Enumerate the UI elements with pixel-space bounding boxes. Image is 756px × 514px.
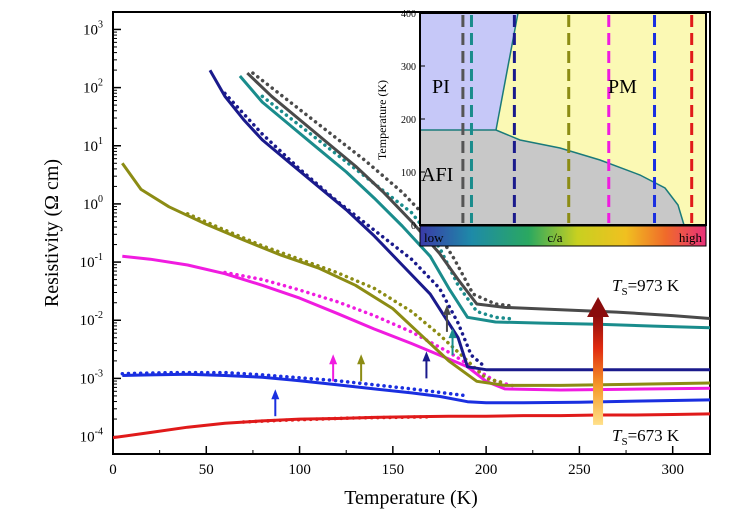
y-tick-label: 100 bbox=[83, 194, 103, 213]
curves bbox=[113, 69, 710, 440]
x-tick-label: 150 bbox=[382, 462, 405, 478]
x-tick-label: 200 bbox=[475, 462, 498, 478]
colorbar-high-label: high bbox=[679, 230, 703, 245]
transition-arrow-head bbox=[357, 354, 366, 365]
series-gray-dotted bbox=[251, 71, 516, 309]
y-ticks: 103 102 101 100 10-1 10-2 10-3 10-4 bbox=[80, 19, 121, 446]
ts-top-label: TS=973 K bbox=[612, 276, 680, 298]
transition-arrow-head bbox=[329, 354, 338, 365]
inset-afi-region bbox=[420, 130, 684, 225]
inset-y-ticks: 0 100 200 300 400 bbox=[401, 9, 425, 232]
y-axis-label: Resistivity (Ω cm) bbox=[41, 159, 63, 307]
x-ticks: 0 50 100 150 200 250 300 bbox=[109, 446, 684, 478]
x-axis-label: Temperature (K) bbox=[344, 487, 478, 509]
colorbar-mid-label: c/a bbox=[547, 230, 562, 245]
series-red-solid bbox=[113, 412, 710, 440]
inset-colorbar bbox=[419, 225, 707, 247]
inset-pi-boundary bbox=[495, 12, 519, 131]
series-blue-dotted bbox=[120, 370, 470, 398]
inset-y-tick-label: 400 bbox=[401, 9, 416, 20]
y-tick-label: 101 bbox=[83, 136, 103, 155]
inset-afi-boundary bbox=[420, 129, 685, 226]
inset-pi-region bbox=[420, 13, 518, 130]
series-navy-dotted bbox=[223, 91, 488, 370]
inset-y-tick-label: 200 bbox=[401, 115, 416, 126]
inset-y-axis-label: Temperature (K) bbox=[375, 80, 389, 160]
x-tick-label: 250 bbox=[568, 462, 591, 478]
y-tick-label: 10-1 bbox=[80, 252, 103, 271]
transition-arrow-head bbox=[271, 389, 280, 400]
series-blue-solid bbox=[122, 372, 710, 405]
transition-arrow-head bbox=[448, 328, 457, 339]
inset-y-tick-label: 100 bbox=[401, 168, 416, 179]
series-red-dotted bbox=[241, 415, 432, 424]
x-tick-label: 300 bbox=[661, 462, 684, 478]
ts-arrow-shaft bbox=[593, 314, 604, 425]
y-tick-label: 10-4 bbox=[80, 427, 103, 446]
series-navy-solid bbox=[208, 69, 710, 372]
inset-label-pi: PI bbox=[432, 76, 450, 98]
ts-bottom-label: TS=673 K bbox=[612, 426, 680, 448]
ts-arrow-head bbox=[587, 296, 610, 317]
y-tick-label: 10-3 bbox=[80, 368, 103, 387]
transition-arrow-head bbox=[442, 304, 451, 315]
series-magenta-dotted bbox=[223, 270, 516, 388]
inset-label-pm: PM bbox=[608, 76, 637, 98]
inset-dashed-lines bbox=[461, 15, 694, 223]
transition-arrows bbox=[271, 304, 457, 417]
y-tick-label: 103 bbox=[83, 19, 103, 38]
inset-y-tick-label: 300 bbox=[401, 62, 416, 73]
series-teal-dotted bbox=[260, 94, 516, 321]
colorbar-low-label: low bbox=[424, 230, 444, 245]
x-tick-label: 0 bbox=[109, 462, 117, 478]
plot-frame bbox=[112, 11, 711, 455]
y-tick-label: 102 bbox=[83, 78, 103, 97]
y-tick-label: 10-2 bbox=[80, 310, 103, 329]
inset-y-tick-label: 0 bbox=[411, 221, 416, 232]
inset-label-afi: AFI bbox=[421, 164, 453, 186]
series-magenta-solid bbox=[122, 254, 710, 392]
ts-gradient-arrow bbox=[587, 296, 610, 425]
series-teal-solid bbox=[238, 75, 710, 330]
transition-arrow-head bbox=[422, 351, 431, 362]
x-tick-label: 50 bbox=[199, 462, 214, 478]
x-tick-label: 100 bbox=[288, 462, 311, 478]
